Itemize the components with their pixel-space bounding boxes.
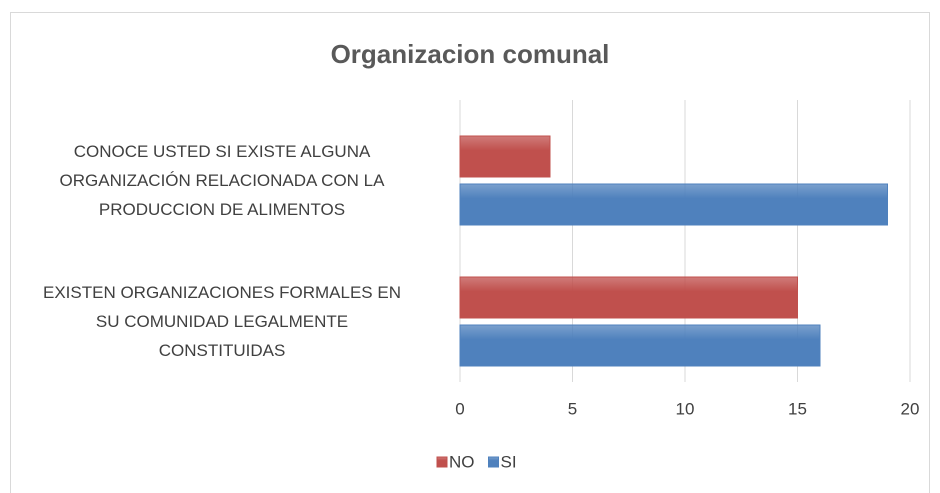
y-tick-label: EXISTEN ORGANIZACIONES FORMALES EN SU CO… bbox=[42, 282, 401, 360]
x-tick-label: 0 bbox=[455, 399, 464, 418]
chart-title: Organizacion comunal bbox=[331, 39, 610, 69]
x-tick-label: 20 bbox=[901, 399, 920, 418]
bar bbox=[459, 135, 551, 178]
x-tick-label: 5 bbox=[568, 399, 577, 418]
x-tick-label: 15 bbox=[788, 399, 807, 418]
legend-swatch bbox=[436, 456, 448, 468]
y-tick-label: CONOCE USTED SI EXISTE ALGUNA ORGANIZACI… bbox=[59, 141, 385, 219]
legend-swatch bbox=[488, 456, 499, 468]
bar bbox=[459, 183, 888, 226]
chart-border bbox=[10, 12, 930, 493]
legend-label: NO bbox=[449, 452, 475, 471]
bar bbox=[459, 324, 821, 367]
legend-label: SI bbox=[501, 452, 517, 471]
x-tick-label: 10 bbox=[676, 399, 695, 418]
bar bbox=[459, 276, 798, 319]
